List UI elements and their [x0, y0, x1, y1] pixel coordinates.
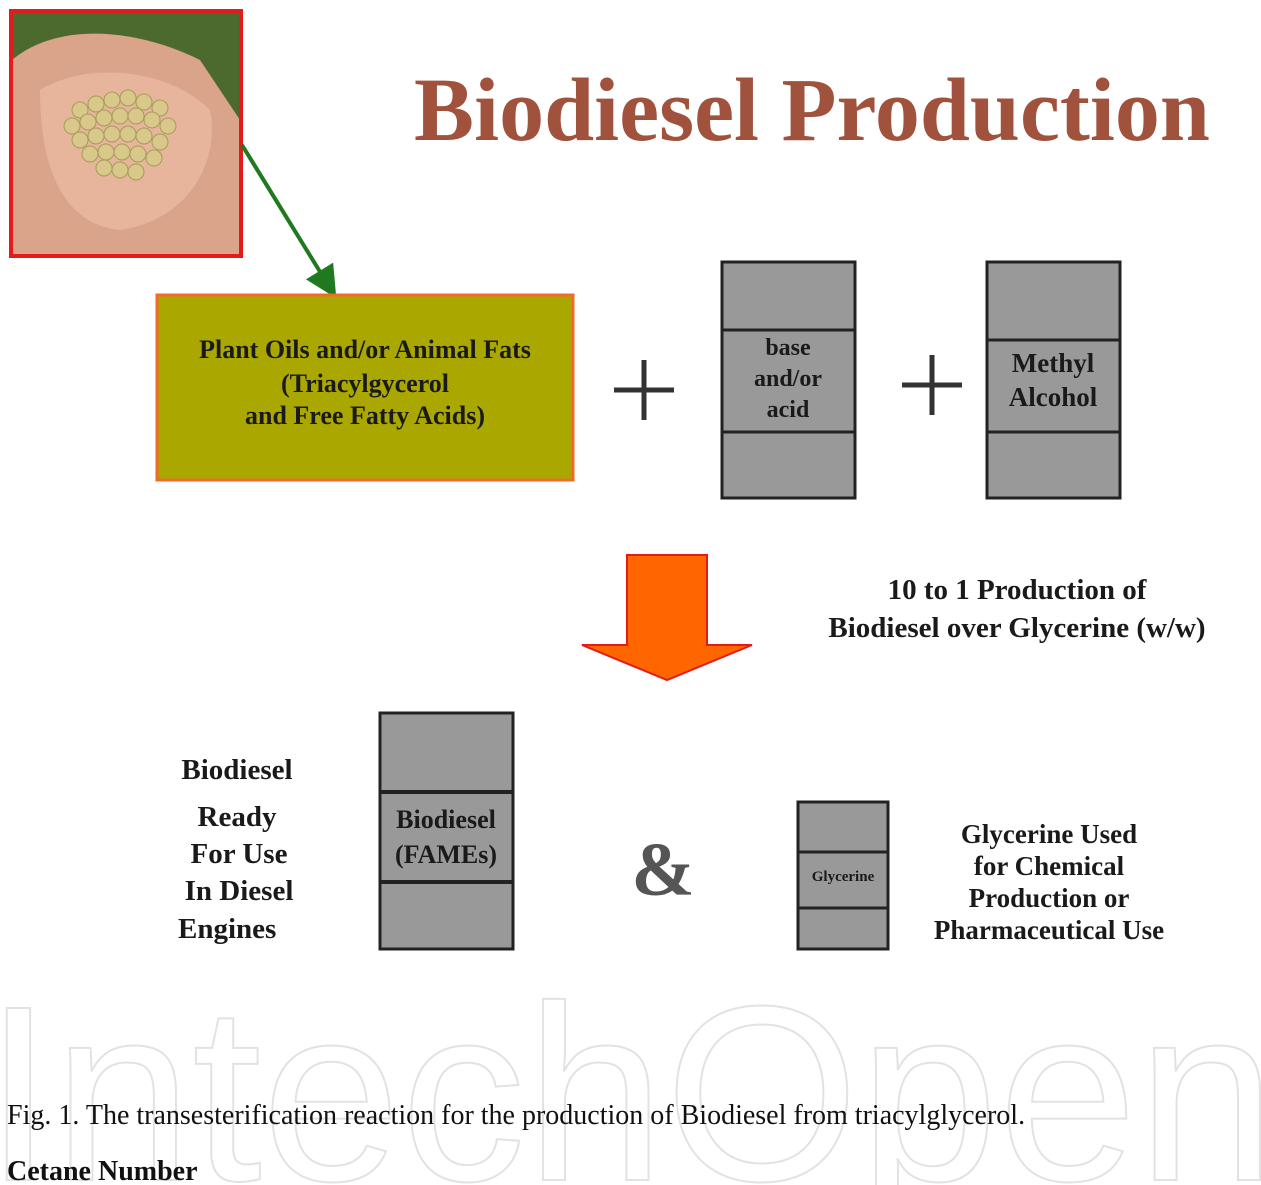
title: Biodiesel Production — [414, 61, 1210, 160]
alcohol-label: Alcohol — [1009, 382, 1098, 412]
biodiesel-use-label: In Diesel — [185, 875, 294, 907]
watermark: IntechOpen — [0, 954, 1261, 1185]
biodiesel-use-label: Biodiesel — [181, 754, 292, 786]
catalyst-label: and/or — [754, 366, 822, 392]
glycerine-container-label: Glycerine — [812, 869, 875, 885]
caption: Fig. 1. The transesterification reaction… — [7, 1100, 1025, 1131]
biodiesel-use-label: Ready — [198, 801, 277, 833]
ampersand: & — [631, 828, 694, 912]
biodiesel-container-label: (FAMEs) — [395, 840, 497, 869]
page: {"title": "Biodiesel Production", "feeds… — [0, 0, 1261, 1185]
soybean-photo — [12, 12, 240, 255]
feedstock-label: and Free Fatty Acids) — [245, 401, 485, 430]
plus-sign — [902, 355, 962, 415]
glycerine-use-label: Production or — [969, 883, 1130, 913]
catalyst-label: acid — [767, 397, 810, 423]
alcohol-container — [987, 262, 1120, 498]
plus-sign — [614, 360, 674, 420]
feedstock-label: Plant Oils and/or Animal Fats — [199, 335, 531, 364]
biodiesel-container-label: Biodiesel — [396, 805, 496, 834]
biodiesel-use-label: Engines — [178, 913, 276, 945]
figure: IntechOpen Biodiesel Production Plant Oi… — [0, 0, 1261, 1185]
green-arrow — [242, 145, 330, 288]
glycerine-use-label: for Chemical — [974, 851, 1125, 881]
feedstock-label: (Triacylgycerol — [281, 369, 449, 398]
biodiesel-use-label: For Use — [191, 838, 288, 870]
alcohol-label: Methyl — [1012, 348, 1095, 378]
ratio-label: 10 to 1 Production of — [888, 574, 1147, 606]
glycerine-use-label: Glycerine Used — [961, 819, 1137, 849]
ratio-label: Biodiesel over Glycerine (w/w) — [828, 612, 1205, 644]
catalyst-label: base — [765, 335, 811, 361]
reaction-arrow — [582, 555, 752, 680]
section-heading: Cetane Number — [7, 1156, 198, 1185]
glycerine-use-label: Pharmaceutical Use — [934, 915, 1164, 945]
